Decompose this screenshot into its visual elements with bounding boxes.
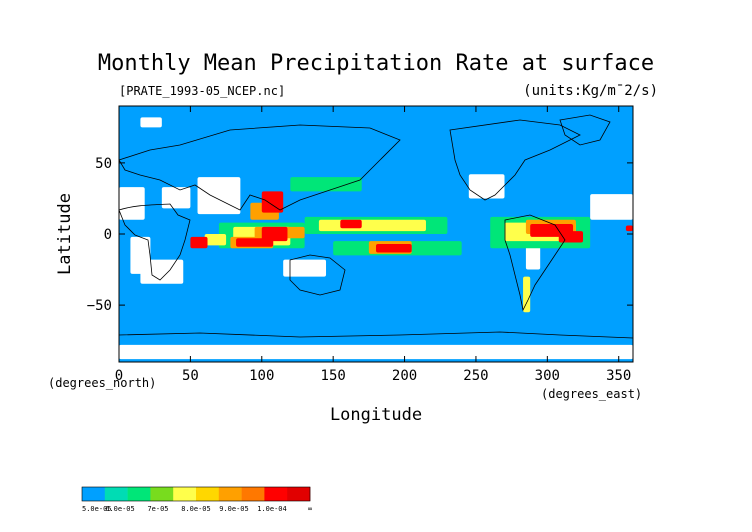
precip-region-29: [376, 243, 412, 253]
precip-region-10: [140, 117, 162, 128]
x-unit-note: (degrees_east): [541, 387, 642, 401]
coastline-south-america: [504, 214, 566, 312]
precip-region-6: [140, 259, 184, 284]
units-label: (units:Kg/m¯2/s): [523, 83, 658, 99]
legend-swatch-8: [264, 487, 288, 501]
x-tick-label-7: 350: [606, 368, 631, 384]
legend-frame: [81, 486, 311, 502]
precip-region-4: [590, 194, 633, 220]
precip-region-34: [340, 219, 362, 229]
coastline-greenland: [559, 114, 611, 146]
x-tick-label-1: 50: [182, 368, 199, 384]
coastline-africa: [118, 203, 191, 281]
y-tick-label-2: −50: [87, 298, 112, 314]
y-unit-note: (degrees_north): [48, 376, 156, 390]
legend-label-6: ∞: [308, 505, 312, 513]
plot-area: [118, 105, 634, 363]
legend-swatch-7: [241, 487, 265, 501]
axis-ticks: [118, 106, 633, 362]
x-tick-label-5: 250: [463, 368, 488, 384]
legend-label-1: 6.0e-05: [105, 505, 135, 513]
precip-region-19: [204, 234, 227, 246]
legend-swatch-0: [82, 487, 106, 501]
legend-label-4: 9.0e-05: [219, 505, 249, 513]
precip-region-33: [625, 225, 633, 232]
precip-region-17: [318, 219, 426, 232]
coastline-eurasia: [118, 124, 401, 211]
precip-region-20: [523, 276, 531, 313]
precip-region-32: [190, 236, 208, 249]
legend-swatch-3: [150, 487, 174, 501]
x-axis-label: Longitude: [330, 405, 422, 425]
precip-region-27: [261, 191, 284, 213]
legend-swatch-5: [196, 487, 220, 501]
y-tick-label-1: 0: [104, 227, 112, 243]
x-tick-label-2: 100: [249, 368, 274, 384]
y-tick-label-0: 50: [95, 156, 112, 172]
legend-label-2: 7e-05: [147, 505, 168, 513]
coastline-australia: [289, 254, 346, 296]
legend-label-0: 5.0e-05: [82, 505, 112, 513]
coastline-north-america: [449, 119, 581, 201]
legend-swatch-1: [104, 487, 128, 501]
legend-label-5: 1.0e-04: [257, 505, 287, 513]
x-tick-label-3: 150: [321, 368, 346, 384]
color-legend: 5.0e-056.0e-05 7e-05 8.0e-05 9.0e-05 1.0e-04…: [81, 486, 312, 513]
x-tick-label-4: 200: [392, 368, 417, 384]
source-file-label: [PRATE_1993-05_NCEP.nc]: [119, 84, 285, 98]
precip-region-31: [558, 231, 584, 243]
precip-region-2: [197, 177, 241, 215]
precip-region-15: [290, 177, 362, 192]
y-tick-labels: 50 0 −50: [87, 156, 112, 314]
precip-region-28: [261, 226, 288, 242]
x-tick-labels: 0 50 100 150 200 250 300 350: [115, 368, 632, 384]
coastline-antarctica: [118, 331, 634, 339]
x-tick-label-0: 0: [115, 368, 123, 384]
chart-title: Monthly Mean Precipitation Rate at surfa…: [98, 51, 654, 76]
legend-swatch-4: [173, 487, 197, 501]
legend-swatch-2: [127, 487, 151, 501]
precip-region-3: [468, 174, 505, 199]
x-tick-label-6: 300: [535, 368, 560, 384]
precip-region-1: [161, 187, 191, 209]
legend-label-3: 8.0e-05: [181, 505, 211, 513]
coastlines: [118, 114, 634, 339]
precip-region-9: [119, 344, 633, 360]
precip-region-7: [283, 259, 327, 277]
precip-region-0: [119, 187, 145, 220]
legend-swatch-6: [218, 487, 242, 501]
legend-swatch-9: [287, 487, 311, 501]
y-axis-label: Latitude: [55, 193, 75, 275]
